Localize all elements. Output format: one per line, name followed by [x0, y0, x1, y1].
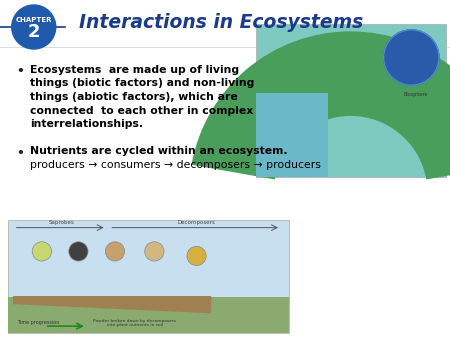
Text: Decomposers: Decomposers — [178, 220, 216, 225]
Text: things (abiotic factors), which are: things (abiotic factors), which are — [30, 92, 238, 102]
Wedge shape — [192, 31, 450, 179]
Text: Powder broken down by decomposers
into plant nutrients in soil: Powder broken down by decomposers into p… — [93, 318, 176, 327]
Circle shape — [187, 246, 206, 266]
Circle shape — [145, 242, 164, 261]
Text: CHAPTER: CHAPTER — [15, 17, 52, 23]
Circle shape — [105, 242, 125, 261]
Text: Biosphere: Biosphere — [404, 92, 428, 97]
Text: Ecosystems  are made up of living: Ecosystems are made up of living — [30, 65, 239, 75]
Circle shape — [384, 30, 439, 85]
Text: •: • — [16, 65, 23, 78]
Text: producers → consumers → decomposers → producers: producers → consumers → decomposers → pr… — [30, 160, 320, 170]
Text: Nutrients are cycled within an ecosystem.: Nutrients are cycled within an ecosystem… — [30, 146, 288, 156]
Circle shape — [12, 5, 56, 49]
Text: Saprobes: Saprobes — [49, 220, 74, 225]
Circle shape — [32, 242, 51, 261]
Text: interrelationships.: interrelationships. — [30, 119, 143, 129]
Text: 2: 2 — [27, 23, 40, 41]
FancyBboxPatch shape — [256, 93, 328, 177]
Text: •: • — [16, 146, 23, 160]
FancyBboxPatch shape — [256, 24, 446, 177]
Circle shape — [69, 242, 88, 261]
Text: connected  to each other in complex: connected to each other in complex — [30, 105, 253, 116]
Polygon shape — [14, 297, 211, 313]
FancyBboxPatch shape — [8, 220, 289, 333]
Text: Interactions in Ecosystems: Interactions in Ecosystems — [79, 13, 363, 31]
Text: Time progression: Time progression — [17, 320, 59, 325]
Text: things (biotic factors) and non-living: things (biotic factors) and non-living — [30, 78, 254, 89]
FancyBboxPatch shape — [8, 297, 289, 333]
